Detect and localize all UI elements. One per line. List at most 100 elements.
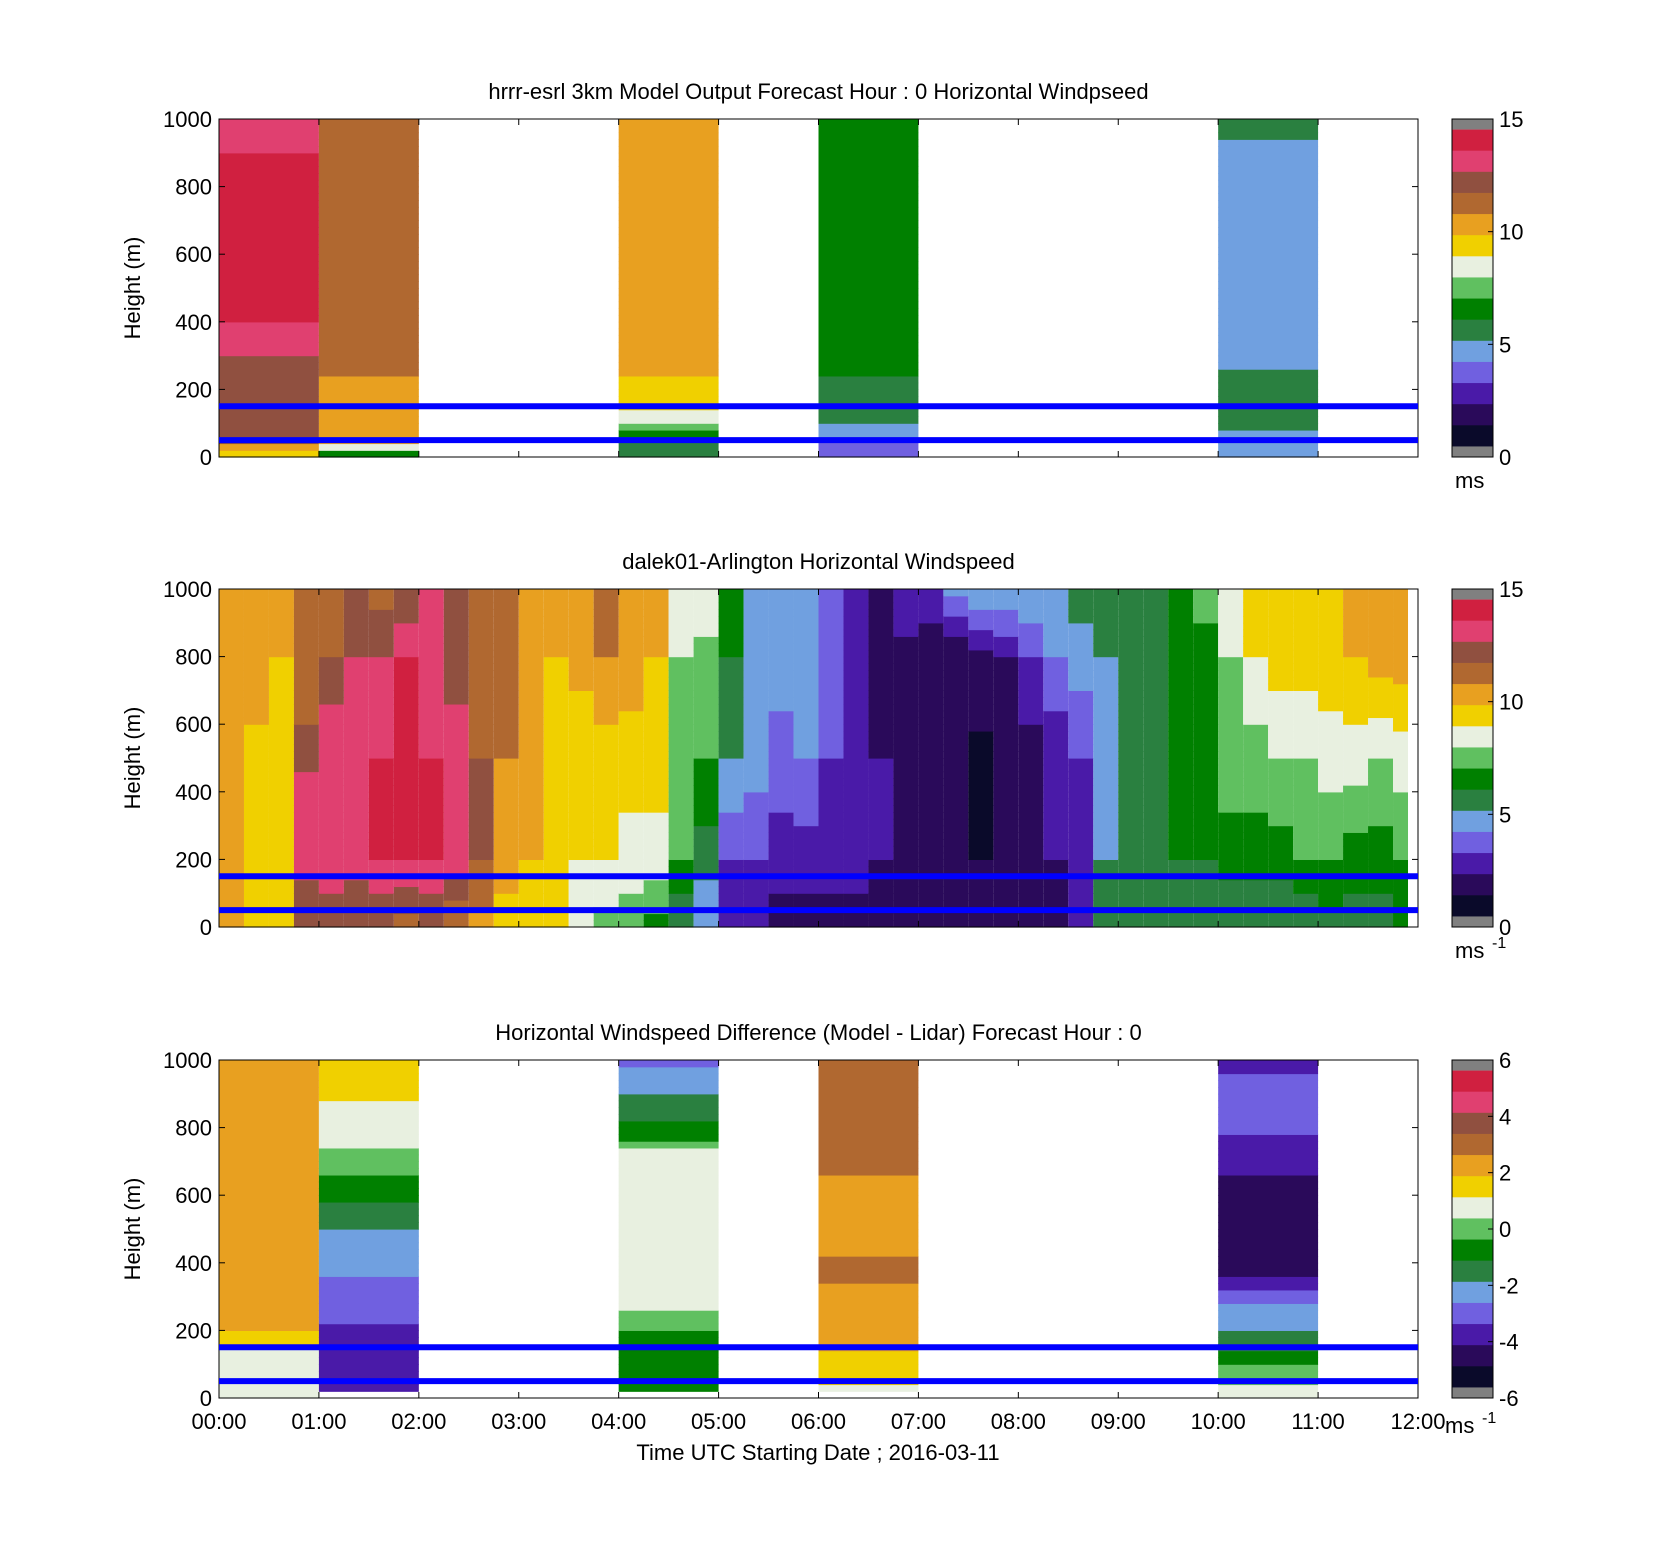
- heatmap-cell: [668, 710, 694, 719]
- heatmap-cell: [593, 805, 619, 813]
- heatmap-cell: [918, 670, 944, 678]
- heatmap-cell: [368, 899, 394, 908]
- heatmap-cell: [1218, 1289, 1319, 1298]
- heatmap-cell: [618, 1256, 719, 1264]
- heatmap-cell: [968, 744, 994, 752]
- heatmap-cell: [968, 656, 994, 664]
- heatmap-cell: [368, 886, 394, 894]
- heatmap-cell: [918, 751, 944, 759]
- heatmap-cell: [1168, 758, 1194, 766]
- heatmap-cell: [418, 616, 444, 624]
- heatmap-cell: [693, 886, 719, 894]
- heatmap-cell: [668, 697, 694, 705]
- heatmap-cell: [718, 636, 744, 644]
- heatmap-cell: [1193, 589, 1219, 597]
- heatmap-cell: [1268, 920, 1294, 928]
- heatmap-cell: [718, 690, 744, 698]
- heatmap-cell: [1068, 629, 1094, 637]
- heatmap-cell: [693, 629, 719, 637]
- heatmap-cell: [568, 649, 594, 658]
- heatmap-cell: [843, 629, 869, 637]
- heatmap-cell: [318, 342, 419, 350]
- heatmap-cell: [993, 595, 1019, 604]
- heatmap-cell: [943, 913, 969, 921]
- heatmap-cell: [1218, 1303, 1319, 1311]
- heatmap-cell: [818, 670, 844, 678]
- heatmap-cell: [443, 893, 469, 901]
- heatmap-cell: [243, 866, 269, 874]
- heatmap-cell: [1318, 683, 1344, 691]
- heatmap-cell: [593, 629, 619, 637]
- heatmap-cell: [868, 717, 894, 725]
- heatmap-cell: [868, 589, 894, 597]
- colorbar-unit-label: ms: [1455, 938, 1484, 963]
- heatmap-cell: [318, 676, 344, 685]
- heatmap-cell: [418, 845, 444, 854]
- heatmap-cell: [1218, 893, 1244, 901]
- heatmap-cell: [393, 649, 419, 658]
- heatmap-cell: [618, 595, 644, 604]
- heatmap-cell: [493, 589, 519, 597]
- heatmap-cell: [743, 703, 769, 712]
- heatmap-cell: [1068, 744, 1094, 752]
- heatmap-cell: [1093, 805, 1119, 813]
- heatmap-cell: [868, 663, 894, 671]
- heatmap-cell: [643, 778, 669, 786]
- heatmap-cell: [219, 125, 319, 134]
- heatmap-cell: [568, 670, 594, 678]
- heatmap-cell: [318, 1262, 419, 1271]
- heatmap-cell: [1018, 730, 1044, 739]
- heatmap-cell: [1218, 1208, 1319, 1217]
- heatmap-cell: [393, 758, 419, 766]
- heatmap-cell: [318, 206, 419, 215]
- heatmap-cell: [618, 294, 719, 303]
- heatmap-cell: [1393, 886, 1409, 894]
- heatmap-cell: [1243, 818, 1269, 827]
- heatmap-cell: [1093, 629, 1119, 637]
- heatmap-cell: [968, 636, 994, 644]
- heatmap-cell: [618, 1269, 719, 1277]
- heatmap-cell: [743, 818, 769, 827]
- heatmap-cell: [1343, 717, 1369, 725]
- heatmap-cell: [268, 703, 294, 712]
- heatmap-cell: [868, 622, 894, 631]
- heatmap-cell: [1043, 899, 1069, 908]
- heatmap-cell: [1068, 676, 1094, 685]
- heatmap-cell: [1143, 893, 1169, 901]
- heatmap-cell: [1318, 730, 1344, 739]
- heatmap-cell: [343, 913, 369, 921]
- heatmap-cell: [843, 899, 869, 908]
- heatmap-cell: [493, 636, 519, 644]
- heatmap-cell: [943, 805, 969, 813]
- heatmap-cell: [518, 913, 544, 921]
- heatmap-cell: [568, 730, 594, 739]
- heatmap-cell: [993, 636, 1019, 644]
- heatmap-cell: [318, 1350, 419, 1359]
- heatmap-cell: [1218, 1168, 1319, 1176]
- heatmap-cell: [1218, 429, 1319, 438]
- heatmap-cell: [793, 690, 819, 698]
- heatmap-cell: [468, 663, 494, 671]
- heatmap-cell: [543, 751, 569, 759]
- heatmap-cell: [568, 683, 594, 691]
- heatmap-cell: [618, 730, 644, 739]
- heatmap-cell: [219, 899, 244, 908]
- heatmap-cell: [318, 308, 419, 316]
- heatmap-cell: [543, 899, 569, 908]
- heatmap-cell: [293, 859, 319, 867]
- heatmap-cell: [1118, 724, 1144, 732]
- heatmap-cell: [1218, 342, 1319, 350]
- heatmap-cell: [618, 656, 644, 664]
- heatmap-cell: [618, 220, 719, 228]
- heatmap-cell: [1118, 683, 1144, 691]
- heatmap-cell: [1343, 879, 1369, 888]
- heatmap-cell: [943, 717, 969, 725]
- heatmap-cell: [343, 703, 369, 712]
- heatmap-cell: [393, 690, 419, 698]
- heatmap-cell: [668, 717, 694, 725]
- heatmap-cell: [618, 845, 644, 854]
- heatmap-cell: [219, 1310, 319, 1318]
- heatmap-cell: [443, 791, 469, 800]
- heatmap-cell: [793, 703, 819, 712]
- heatmap-cell: [219, 1316, 319, 1325]
